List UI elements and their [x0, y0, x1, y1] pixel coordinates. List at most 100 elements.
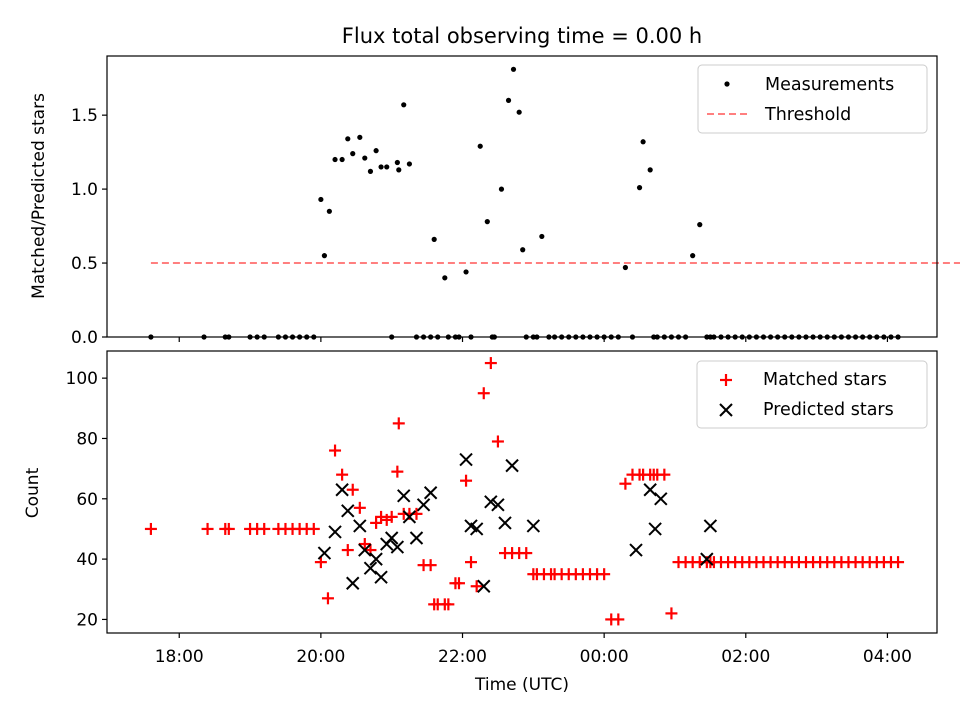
matched-star-point: [392, 417, 405, 430]
measurement-point: [640, 139, 646, 145]
bottom-plot-area: [144, 357, 905, 626]
bottom-axes-frame: [106, 350, 938, 634]
matched-star-point: [391, 465, 404, 478]
top-y-ticks: 0.0 0.5 1.0 1.5: [71, 106, 107, 348]
measurement-point: [396, 167, 402, 173]
measurement-point: [697, 222, 703, 228]
predicted-star-point: [353, 519, 367, 533]
predicted-star-point: [491, 498, 505, 512]
predicted-star-point: [402, 510, 417, 524]
bottom-y-ticks: 20 40 60 80 100: [66, 369, 107, 630]
legend-label-matched: Matched stars: [763, 370, 887, 390]
measurement-point: [636, 185, 643, 191]
matched-star-point: [424, 559, 437, 572]
measurement-point: [350, 151, 356, 157]
x-tick-label: 20:00: [296, 647, 345, 667]
bottom-y-tick-label: 100: [66, 369, 98, 389]
legend-label-measurements: Measurements: [765, 75, 894, 95]
top-panel: 0.0 0.5 1.0 1.5 Matched/Predicted stars Mea…: [29, 55, 960, 348]
matched-star-point: [258, 522, 271, 535]
measurement-point: [690, 253, 696, 259]
matched-star-point: [346, 483, 359, 496]
chart-title: Flux total observing time = 0.00 h: [342, 24, 702, 48]
predicted-star-point: [335, 483, 349, 497]
top-y-tick-label: 0.5: [71, 254, 98, 274]
top-x-ticks: [178, 337, 889, 342]
matched-star-point: [658, 468, 671, 481]
predicted-star-point: [498, 516, 512, 530]
bottom-y-axis-label: Count: [23, 467, 43, 518]
matched-star-point: [314, 556, 327, 569]
predicted-star-point: [629, 543, 643, 557]
x-tick-label: 18:00: [155, 647, 204, 667]
predicted-star-point: [643, 483, 657, 497]
measurement-point: [510, 66, 517, 72]
bottom-y-tick-label: 40: [76, 550, 98, 570]
x-tick-label: 02:00: [721, 647, 770, 667]
measurement-point: [622, 264, 628, 271]
matched-star-point: [336, 468, 349, 481]
bottom-y-tick-label: 20: [76, 610, 98, 630]
matched-star-point: [329, 444, 342, 457]
predicted-star-point: [648, 522, 662, 536]
bottom-panel: 18:00 20:00 22:00 00:00 02:00 04:00 20 40 60 80 1…: [23, 350, 938, 695]
measurement-point: [463, 269, 469, 275]
predicted-star-point: [384, 531, 399, 545]
matched-star-point: [307, 522, 320, 535]
measurement-point: [520, 247, 526, 253]
measurement-point: [357, 134, 363, 140]
predicted-star-point: [341, 504, 355, 518]
measurement-point: [431, 236, 437, 242]
legend-label-threshold: Threshold: [764, 105, 851, 125]
predicted-star-point: [397, 489, 411, 503]
matched-star-point: [619, 477, 632, 490]
top-y-tick-label: 0.0: [71, 328, 98, 348]
predicted-star-point: [700, 552, 714, 566]
measurement-point: [442, 275, 448, 281]
measurement-point: [477, 143, 483, 149]
top-y-tick-label: 1.0: [71, 180, 98, 200]
matched-star-point: [665, 607, 678, 620]
predicted-star-point: [358, 543, 372, 557]
matched-star-point: [465, 556, 478, 569]
matched-star-point: [321, 592, 334, 605]
legend-marker-predicted: [719, 403, 733, 417]
predicted-star-point: [409, 531, 424, 545]
x-axis-label: Time (UTC): [474, 675, 569, 695]
matched-star-point: [222, 522, 235, 535]
matched-star-point: [470, 580, 483, 593]
top-legend: Measurements Threshold: [697, 64, 928, 134]
x-tick-label: 00:00: [580, 647, 629, 667]
matched-star-point: [144, 522, 157, 535]
matched-star-point: [491, 435, 504, 448]
predicted-star-point: [526, 519, 541, 533]
measurement-point: [326, 208, 332, 214]
predicted-star-point: [703, 519, 718, 533]
top-y-tick-label: 1.5: [71, 106, 98, 126]
predicted-star-point: [469, 522, 484, 536]
predicted-star-point: [317, 546, 332, 560]
measurement-point: [394, 159, 400, 166]
measurement-point: [362, 155, 368, 161]
matched-star-point: [484, 357, 497, 370]
x-tick-label: 04:00: [863, 647, 912, 667]
matched-star-point: [612, 613, 625, 626]
bottom-legend: Matched stars Predicted stars: [696, 360, 928, 429]
measurement-point: [373, 148, 379, 154]
predicted-star-point: [477, 579, 491, 593]
legend-marker-matched: [720, 374, 732, 386]
bottom-y-tick-label: 80: [76, 429, 98, 449]
predicted-star-point: [328, 525, 342, 539]
predicted-star-point: [346, 576, 360, 590]
measurement-point: [345, 136, 351, 142]
measurement-point: [484, 219, 490, 225]
predicted-star-point: [484, 495, 498, 509]
matched-star-point: [520, 547, 533, 560]
predicted-star-point: [363, 561, 378, 575]
matched-star-point: [477, 387, 490, 400]
legend-label-predicted: Predicted stars: [763, 400, 894, 420]
measurement-point: [647, 167, 653, 173]
top-axes-frame: [106, 55, 938, 338]
predicted-star-point: [369, 552, 383, 566]
